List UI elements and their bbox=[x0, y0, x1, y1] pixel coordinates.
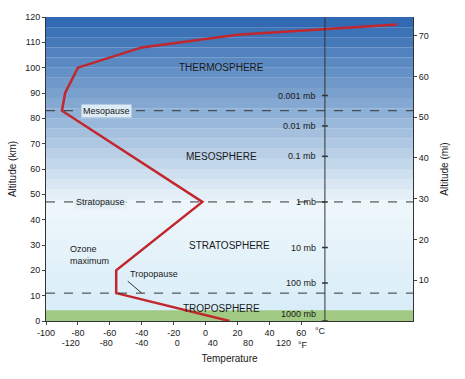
svg-text:20: 20 bbox=[419, 235, 429, 245]
svg-text:40: 40 bbox=[208, 338, 218, 348]
svg-text:90: 90 bbox=[30, 88, 40, 98]
svg-text:120: 120 bbox=[276, 338, 291, 348]
svg-text:MESOSPHERE: MESOSPHERE bbox=[186, 151, 257, 162]
svg-text:1 mb: 1 mb bbox=[296, 197, 316, 207]
svg-text:-100: -100 bbox=[37, 328, 55, 338]
svg-text:120: 120 bbox=[25, 12, 40, 22]
svg-text:60: 60 bbox=[419, 72, 429, 82]
svg-text:60: 60 bbox=[296, 328, 306, 338]
svg-text:Tropopause: Tropopause bbox=[130, 269, 178, 279]
svg-text:0.01 mb: 0.01 mb bbox=[283, 121, 316, 131]
svg-text:-40: -40 bbox=[135, 328, 148, 338]
svg-text:110: 110 bbox=[26, 37, 40, 47]
svg-text:100 mb: 100 mb bbox=[286, 278, 316, 288]
svg-text:°C: °C bbox=[315, 326, 326, 336]
svg-text:30: 30 bbox=[419, 194, 429, 204]
svg-text:-80: -80 bbox=[100, 338, 113, 348]
svg-text:-40: -40 bbox=[135, 338, 148, 348]
svg-text:100: 100 bbox=[25, 63, 40, 73]
svg-text:80: 80 bbox=[243, 338, 253, 348]
svg-text:70: 70 bbox=[30, 139, 40, 149]
svg-text:50: 50 bbox=[30, 189, 40, 199]
svg-text:40: 40 bbox=[30, 215, 40, 225]
svg-text:40: 40 bbox=[264, 328, 274, 338]
svg-text:-20: -20 bbox=[167, 328, 180, 338]
svg-text:80: 80 bbox=[30, 113, 40, 123]
svg-text:Stratopause: Stratopause bbox=[76, 197, 125, 207]
svg-text:10: 10 bbox=[419, 275, 429, 285]
svg-text:40: 40 bbox=[419, 153, 429, 163]
svg-text:0: 0 bbox=[203, 328, 208, 338]
svg-text:°F: °F bbox=[298, 340, 308, 350]
svg-text:1000 mb: 1000 mb bbox=[281, 309, 316, 319]
svg-text:30: 30 bbox=[30, 240, 40, 250]
svg-text:0.001 mb: 0.001 mb bbox=[278, 91, 316, 101]
svg-text:20: 20 bbox=[232, 328, 242, 338]
svg-text:TROPOSPHERE: TROPOSPHERE bbox=[183, 303, 260, 314]
svg-text:-60: -60 bbox=[103, 328, 116, 338]
svg-text:Mesopause: Mesopause bbox=[83, 106, 130, 116]
svg-text:70: 70 bbox=[419, 31, 429, 41]
svg-text:60: 60 bbox=[30, 164, 40, 174]
svg-text:0: 0 bbox=[35, 316, 40, 326]
svg-text:Temperature: Temperature bbox=[201, 353, 258, 364]
svg-text:10: 10 bbox=[30, 291, 40, 301]
svg-text:STRATOSPHERE: STRATOSPHERE bbox=[189, 240, 270, 251]
svg-text:Altitude (km): Altitude (km) bbox=[7, 141, 18, 197]
svg-text:-80: -80 bbox=[71, 328, 84, 338]
svg-text:Altitude (mi): Altitude (mi) bbox=[439, 142, 450, 195]
svg-text:20: 20 bbox=[30, 265, 40, 275]
svg-text:Ozonemaximum: Ozonemaximum bbox=[70, 244, 109, 266]
svg-text:50: 50 bbox=[419, 112, 429, 122]
svg-text:-120: -120 bbox=[62, 338, 80, 348]
svg-text:0.1 mb: 0.1 mb bbox=[288, 151, 316, 161]
svg-text:THERMOSPHERE: THERMOSPHERE bbox=[179, 62, 264, 73]
svg-text:10 mb: 10 mb bbox=[291, 243, 316, 253]
svg-text:0: 0 bbox=[175, 338, 180, 348]
